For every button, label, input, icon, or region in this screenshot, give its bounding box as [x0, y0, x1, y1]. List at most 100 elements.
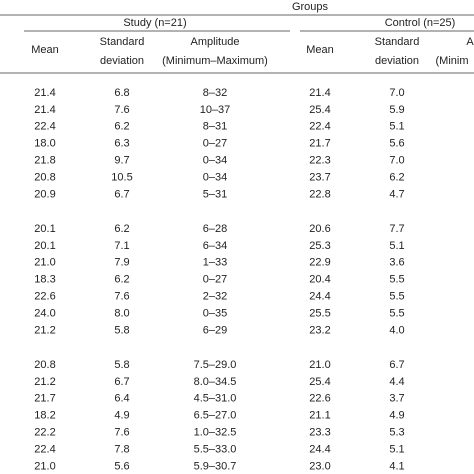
cell: 8–32 — [203, 87, 227, 99]
column-header: (Minimum–Maximum) — [162, 55, 268, 67]
cell: 23.3 — [309, 427, 330, 439]
cell: 25.4 — [309, 376, 330, 388]
cell: 21.4 — [34, 87, 55, 99]
column-header: Mean — [31, 44, 59, 56]
cell: 21.0 — [34, 460, 55, 472]
group-label: Study (n=21) — [123, 17, 186, 29]
cell: 7.7 — [389, 223, 404, 235]
cell: 3.7 — [389, 393, 404, 405]
cell: 2–32 — [203, 291, 227, 303]
cell: 1.0–32.5 — [194, 427, 237, 439]
column-header: (Minim — [436, 55, 469, 67]
cell: 22.9 — [309, 257, 330, 269]
cell: 18.3 — [34, 274, 55, 286]
cell: 5.6 — [389, 138, 404, 150]
cell: 0–34 — [203, 171, 227, 183]
cell: 22.6 — [309, 393, 330, 405]
cell: 5.5 — [389, 307, 404, 319]
cell: 5.5–33.0 — [194, 443, 237, 455]
cell: 18.2 — [34, 410, 55, 422]
column-header: deviation — [100, 55, 144, 67]
cell: 5–31 — [203, 188, 227, 200]
cell: 0–35 — [203, 307, 227, 319]
cell: 25.4 — [309, 104, 330, 116]
cell: 21.7 — [34, 393, 55, 405]
cell: 21.7 — [309, 138, 330, 150]
cell: 7.6 — [114, 291, 129, 303]
cell: 5.6 — [114, 460, 129, 472]
cell: 6.2 — [114, 274, 129, 286]
cell: 5.8 — [114, 324, 129, 336]
cell: 23.0 — [309, 460, 330, 472]
cell: 23.2 — [309, 324, 330, 336]
cell: 7.5–29.0 — [194, 359, 237, 371]
cell: 10.5 — [111, 171, 132, 183]
cell: 5.3 — [389, 427, 404, 439]
cell: 4.7 — [389, 188, 404, 200]
cell: 22.2 — [34, 427, 55, 439]
cell: 20.8 — [34, 171, 55, 183]
cell: 0–27 — [203, 138, 227, 150]
cell: 9.7 — [114, 155, 129, 167]
cell: 6.3 — [114, 138, 129, 150]
cell: 8–31 — [203, 121, 227, 133]
cell: 6.7 — [114, 376, 129, 388]
cell: 8.0–34.5 — [194, 376, 237, 388]
cell: 5.9 — [389, 104, 404, 116]
title: Groups — [292, 1, 329, 13]
cell: 24.4 — [309, 443, 330, 455]
cell: 20.4 — [309, 274, 330, 286]
column-header: Mean — [306, 44, 334, 56]
cell: 6–28 — [203, 223, 227, 235]
cell: 21.8 — [34, 155, 55, 167]
cell: 6.2 — [114, 121, 129, 133]
cell: 0–27 — [203, 274, 227, 286]
cell: 10–37 — [200, 104, 231, 116]
column-header: Standard — [100, 36, 145, 48]
cell: 6.4 — [114, 393, 129, 405]
cell: 20.6 — [309, 223, 330, 235]
cell: 22.4 — [34, 443, 55, 455]
cell: 20.1 — [34, 240, 55, 252]
cell: 23.7 — [309, 171, 330, 183]
cell: 6.7 — [389, 359, 404, 371]
cell: 21.4 — [34, 104, 55, 116]
cell: 5.1 — [389, 443, 404, 455]
cell: 21.2 — [34, 324, 55, 336]
cell: 22.4 — [309, 121, 330, 133]
cell: 22.6 — [34, 291, 55, 303]
cell: 7.8 — [114, 443, 129, 455]
cell: 24.0 — [34, 307, 55, 319]
cell: 7.6 — [114, 427, 129, 439]
cell: 7.9 — [114, 257, 129, 269]
cell: 6.2 — [389, 171, 404, 183]
cell: 22.4 — [34, 121, 55, 133]
cell: 25.5 — [309, 307, 330, 319]
cell: 4.9 — [114, 410, 129, 422]
cell: 5.5 — [389, 274, 404, 286]
column-header: deviation — [375, 55, 419, 67]
cell: 4.4 — [389, 376, 404, 388]
cell: 6.2 — [114, 223, 129, 235]
cell: 21.0 — [34, 257, 55, 269]
cell: 21.0 — [309, 359, 330, 371]
cell: 18.0 — [34, 138, 55, 150]
cell: 21.4 — [309, 87, 330, 99]
group-label: Control (n=25) — [385, 17, 456, 29]
cell: 6.7 — [114, 188, 129, 200]
cell: 5.1 — [389, 121, 404, 133]
column-header: Amplitude — [191, 36, 240, 48]
cell: 5.1 — [389, 240, 404, 252]
cell: 6–34 — [203, 240, 227, 252]
cell: 6–29 — [203, 324, 227, 336]
cell: 25.3 — [309, 240, 330, 252]
cell: 4.0 — [389, 324, 404, 336]
column-header: A — [466, 36, 474, 48]
cell: 1–33 — [203, 257, 227, 269]
cell: 20.8 — [34, 359, 55, 371]
cell: 22.8 — [309, 188, 330, 200]
cell: 5.5 — [389, 291, 404, 303]
cell: 4.9 — [389, 410, 404, 422]
cell: 24.4 — [309, 291, 330, 303]
